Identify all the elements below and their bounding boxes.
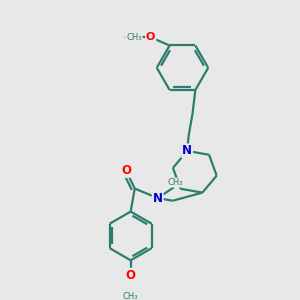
Text: CH₃: CH₃: [127, 33, 142, 42]
Text: methoxy: methoxy: [124, 37, 130, 38]
Text: CH₃: CH₃: [168, 178, 183, 187]
Text: N: N: [182, 144, 192, 158]
Text: O: O: [122, 164, 132, 177]
Text: O: O: [126, 269, 136, 282]
Text: CH₃: CH₃: [123, 292, 138, 300]
Text: O: O: [146, 32, 155, 42]
Text: N: N: [153, 191, 163, 205]
